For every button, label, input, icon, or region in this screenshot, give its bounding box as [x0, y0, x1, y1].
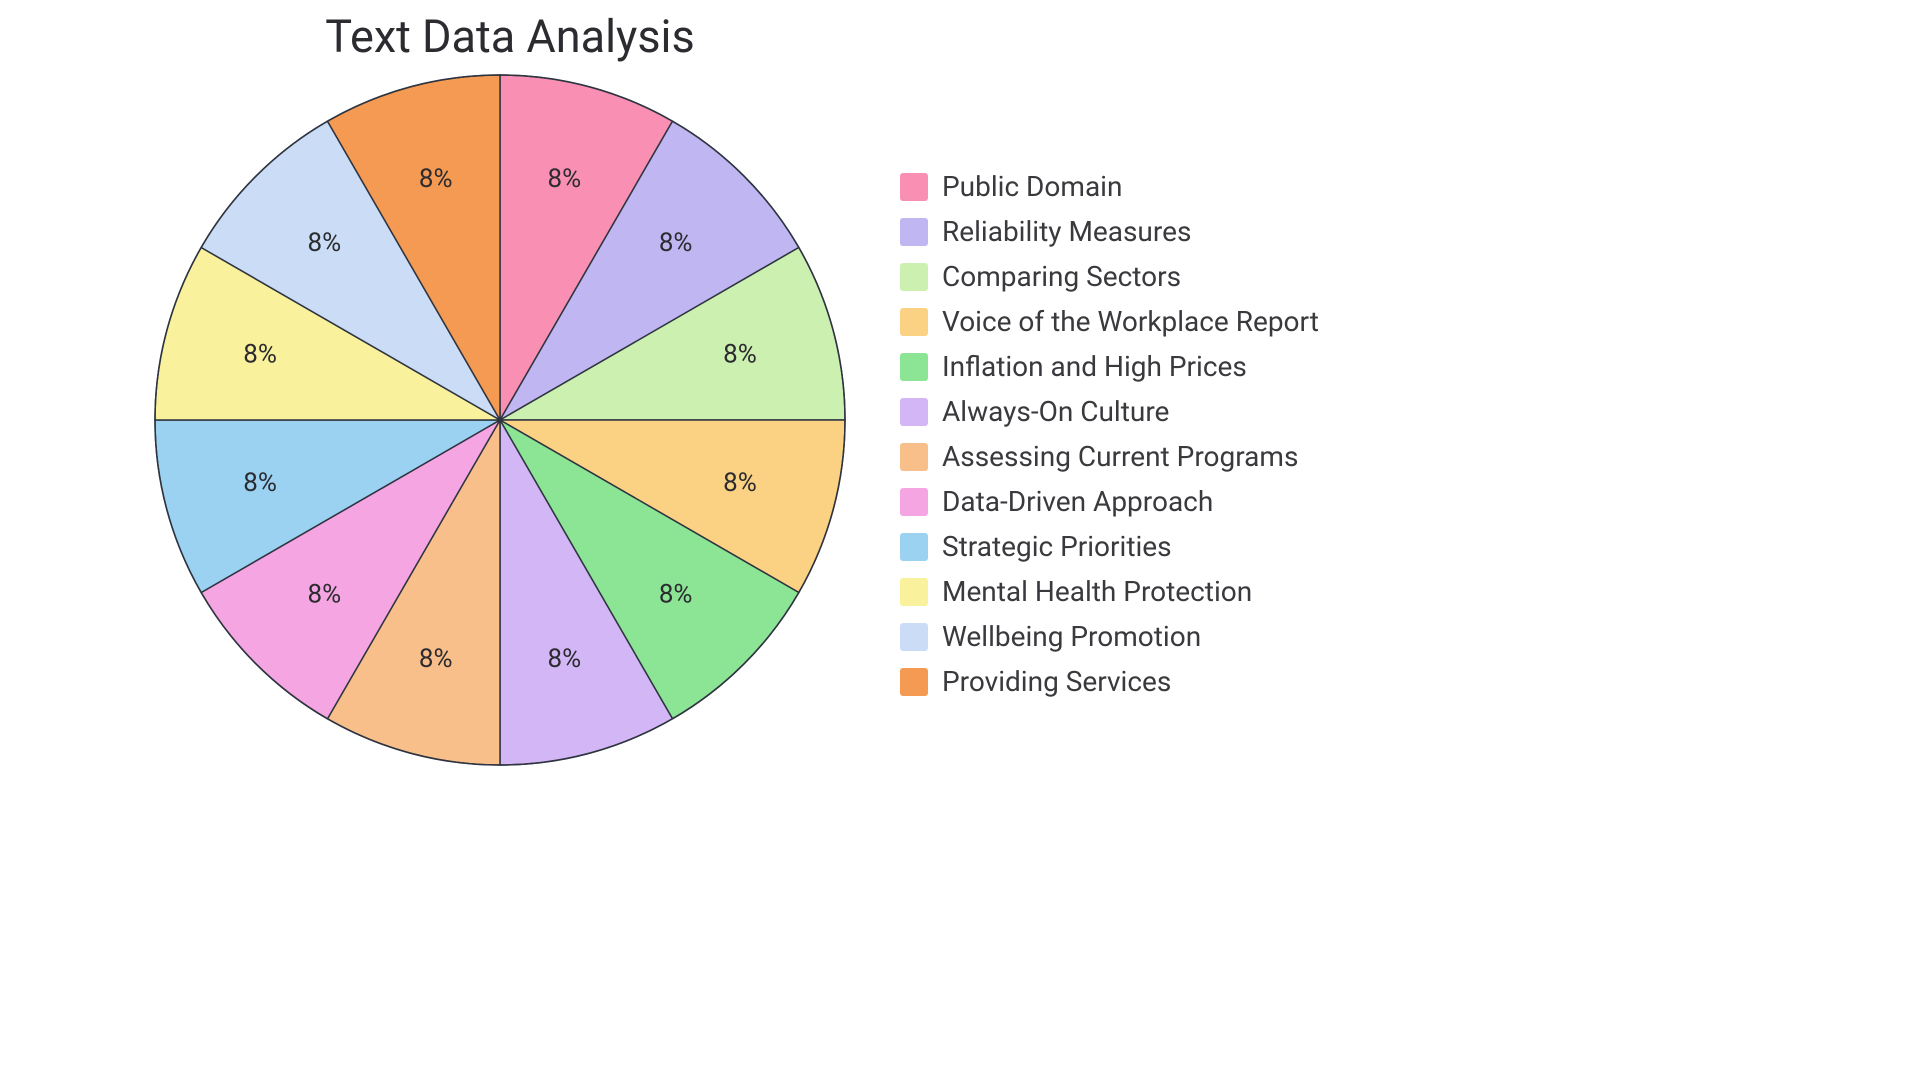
pie-slice-label: 8% — [243, 340, 277, 370]
legend-label: Strategic Priorities — [942, 530, 1172, 563]
pie-slice-label: 8% — [723, 340, 757, 370]
legend-label: Assessing Current Programs — [942, 440, 1298, 473]
pie-slice-label: 8% — [723, 468, 757, 498]
legend-item: Strategic Priorities — [900, 530, 1319, 563]
pie-slice-label: 8% — [547, 164, 581, 194]
pie-slice-label: 8% — [419, 164, 453, 194]
pie-slice-label: 8% — [308, 580, 342, 610]
chart-title: Text Data Analysis — [0, 10, 1020, 63]
pie-slice-label: 8% — [547, 644, 581, 674]
legend-label: Public Domain — [942, 170, 1122, 203]
legend-swatch — [900, 398, 928, 426]
legend-item: Wellbeing Promotion — [900, 620, 1319, 653]
legend-swatch — [900, 623, 928, 651]
legend-swatch — [900, 308, 928, 336]
pie-slice-label: 8% — [659, 580, 693, 610]
legend-label: Comparing Sectors — [942, 260, 1181, 293]
legend-label: Mental Health Protection — [942, 575, 1252, 608]
legend-item: Data-Driven Approach — [900, 485, 1319, 518]
legend-swatch — [900, 668, 928, 696]
legend-label: Providing Services — [942, 665, 1171, 698]
legend-swatch — [900, 218, 928, 246]
legend-item: Inflation and High Prices — [900, 350, 1319, 383]
legend-label: Reliability Measures — [942, 215, 1191, 248]
legend-swatch — [900, 443, 928, 471]
legend-swatch — [900, 263, 928, 291]
legend-swatch — [900, 578, 928, 606]
legend-item: Comparing Sectors — [900, 260, 1319, 293]
pie-slice-label: 8% — [243, 468, 277, 498]
legend-label: Data-Driven Approach — [942, 485, 1213, 518]
legend: Public Domain Reliability Measures Compari… — [900, 170, 1319, 698]
pie-slice-label: 8% — [659, 228, 693, 258]
legend-item: Providing Services — [900, 665, 1319, 698]
legend-item: Reliability Measures — [900, 215, 1319, 248]
legend-item: Voice of the Workplace Report — [900, 305, 1319, 338]
legend-swatch — [900, 173, 928, 201]
pie-slice-label: 8% — [419, 644, 453, 674]
pie-slice-label: 8% — [308, 228, 342, 258]
legend-swatch — [900, 533, 928, 561]
legend-swatch — [900, 488, 928, 516]
legend-label: Inflation and High Prices — [942, 350, 1247, 383]
legend-swatch — [900, 353, 928, 381]
pie-chart: 8% 8% 8% 8% 8% 8% 8% 8% 8% 8% 8% 8% — [150, 70, 850, 770]
legend-label: Wellbeing Promotion — [942, 620, 1201, 653]
legend-label: Always-On Culture — [942, 395, 1169, 428]
legend-label: Voice of the Workplace Report — [942, 305, 1319, 338]
legend-item: Mental Health Protection — [900, 575, 1319, 608]
legend-item: Assessing Current Programs — [900, 440, 1319, 473]
legend-item: Public Domain — [900, 170, 1319, 203]
legend-item: Always-On Culture — [900, 395, 1319, 428]
